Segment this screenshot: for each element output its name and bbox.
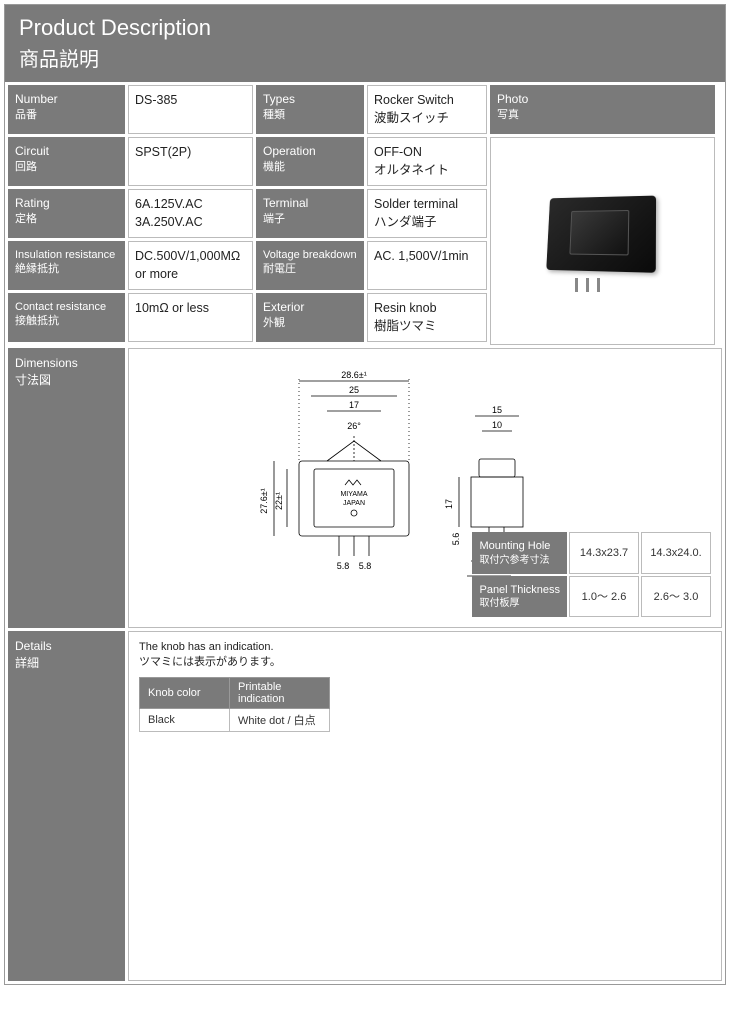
details-r1c2: White dot / 白点 [230, 708, 330, 731]
svg-text:27.6±¹: 27.6±¹ [259, 488, 269, 513]
svg-text:25: 25 [349, 385, 359, 395]
switch-pins-icon [575, 278, 600, 292]
details-content: The knob has an indication. ツマミには表示があります… [128, 631, 722, 981]
value-insulation: DC.500V/1,000MΩ or more [128, 241, 253, 290]
label-operation: Operation 機能 [256, 137, 364, 186]
dimensions-content: 28.6±¹ 25 17 26° 27.6±¹ 22±¹ 5.8 5.8 MIY… [128, 348, 722, 628]
switch-photo [533, 186, 673, 296]
svg-text:JAPAN: JAPAN [343, 500, 365, 507]
details-row: Details 詳細 The knob has an indication. ツ… [5, 631, 725, 984]
panel-thick-label: Panel Thickness 取付板厚 [472, 576, 567, 617]
svg-text:17: 17 [444, 499, 454, 509]
label-circuit: Circuit 回路 [8, 137, 125, 186]
value-types: Rocker Switch 波動スイッチ [367, 85, 487, 134]
svg-text:28.6±¹: 28.6±¹ [341, 370, 366, 380]
details-col2: Printable indication [230, 677, 330, 708]
dimensions-row: Dimensions 寸法図 [5, 348, 725, 631]
value-number: DS-385 [128, 85, 253, 134]
mount-hole-label: Mounting Hole 取付穴参考寸法 [472, 532, 567, 573]
svg-text:22±¹: 22±¹ [274, 492, 284, 510]
svg-text:17: 17 [349, 400, 359, 410]
title-jp: 商品説明 [19, 43, 711, 72]
panel-thick-v2: 2.6～ 3.0 [641, 576, 711, 617]
mount-table: Mounting Hole 取付穴参考寸法 14.3x23.7 14.3x24.… [470, 530, 713, 619]
mount-hole-v1: 14.3x23.7 [569, 532, 639, 573]
svg-text:26°: 26° [347, 421, 361, 431]
title-en: Product Description [19, 15, 711, 41]
label-contact: Contact resistance 接触抵抗 [8, 293, 125, 342]
switch-rocker-icon [569, 210, 629, 255]
label-terminal: Terminal 端子 [256, 189, 364, 238]
value-circuit: SPST(2P) [128, 137, 253, 186]
label-details: Details 詳細 [8, 631, 125, 981]
label-voltbrk: Voltage breakdown 耐電圧 [256, 241, 364, 290]
switch-body-icon [546, 196, 656, 273]
label-dimensions: Dimensions 寸法図 [8, 348, 125, 628]
panel-thick-v1: 1.0～ 2.6 [569, 576, 639, 617]
details-table: Knob color Printable indication Black Wh… [139, 677, 330, 732]
svg-text:5.8: 5.8 [337, 561, 350, 571]
value-operation: OFF-ON オルタネイト [367, 137, 487, 186]
spec-grid: Number 品番 DS-385 Types 種類 Rocker Switch … [5, 82, 725, 348]
label-exterior: Exterior 外観 [256, 293, 364, 342]
svg-text:15: 15 [492, 405, 502, 415]
details-note: The knob has an indication. ツマミには表示があります… [139, 640, 711, 671]
product-sheet: Product Description 商品説明 Number 品番 DS-38… [4, 4, 726, 985]
label-types: Types 種類 [256, 85, 364, 134]
label-insulation: Insulation resistance 絶縁抵抗 [8, 241, 125, 290]
value-voltbrk: AC. 1,500V/1min [367, 241, 487, 290]
label-photo: Photo 写真 [490, 85, 715, 134]
mount-hole-v2: 14.3x24.0. [641, 532, 711, 573]
value-terminal: Solder terminal ハンダ端子 [367, 189, 487, 238]
value-rating: 6A.125V.AC 3A.250V.AC [128, 189, 253, 238]
header: Product Description 商品説明 [5, 5, 725, 82]
photo-cell [490, 137, 715, 345]
details-r1c1: Black [140, 708, 230, 731]
svg-text:MIYAMA: MIYAMA [340, 491, 367, 498]
label-rating: Rating 定格 [8, 189, 125, 238]
svg-text:10: 10 [492, 420, 502, 430]
svg-text:5.8: 5.8 [359, 561, 372, 571]
value-contact: 10mΩ or less [128, 293, 253, 342]
value-exterior: Resin knob 樹脂ツマミ [367, 293, 487, 342]
details-col1: Knob color [140, 677, 230, 708]
label-number: Number 品番 [8, 85, 125, 134]
svg-text:5.6: 5.6 [451, 533, 461, 546]
